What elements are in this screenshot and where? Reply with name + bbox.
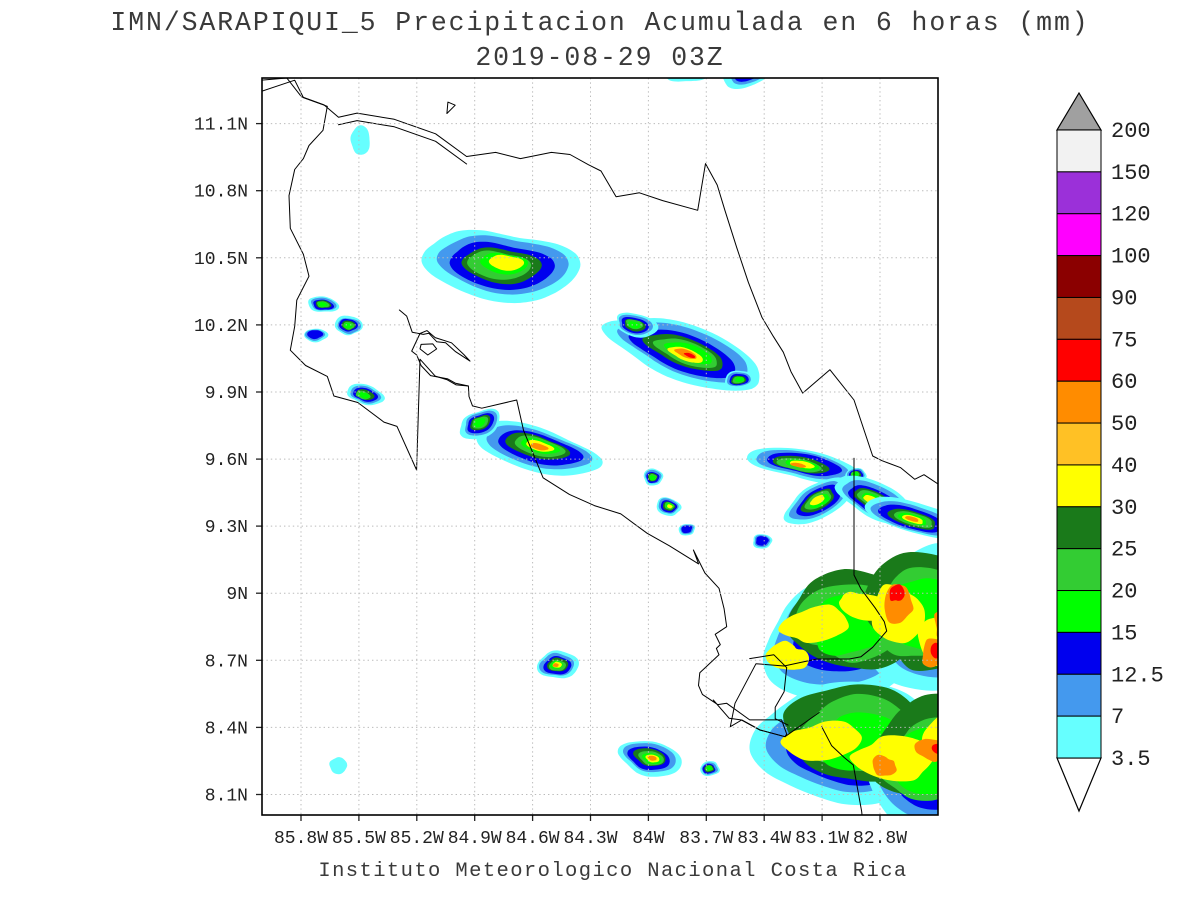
- svg-text:10.2N: 10.2N: [194, 317, 248, 337]
- svg-text:60: 60: [1111, 370, 1137, 395]
- svg-text:10.8N: 10.8N: [194, 183, 248, 203]
- svg-text:50: 50: [1111, 412, 1137, 437]
- svg-text:83.4W: 83.4W: [737, 829, 791, 849]
- svg-text:8.7N: 8.7N: [205, 652, 248, 672]
- svg-text:100: 100: [1111, 245, 1151, 270]
- svg-text:9N: 9N: [226, 585, 248, 605]
- svg-text:3.5: 3.5: [1111, 747, 1151, 772]
- svg-text:75: 75: [1111, 328, 1137, 353]
- svg-text:9.3N: 9.3N: [205, 518, 248, 538]
- svg-text:150: 150: [1111, 161, 1151, 186]
- svg-text:8.1N: 8.1N: [205, 787, 248, 807]
- svg-text:85.8W: 85.8W: [274, 829, 328, 849]
- svg-text:90: 90: [1111, 287, 1137, 312]
- svg-text:11.1N: 11.1N: [194, 116, 248, 136]
- svg-text:85.2W: 85.2W: [390, 829, 444, 849]
- svg-text:20: 20: [1111, 580, 1137, 605]
- svg-text:84W: 84W: [632, 829, 665, 849]
- svg-text:40: 40: [1111, 454, 1137, 479]
- svg-text:84.3W: 84.3W: [563, 829, 617, 849]
- svg-text:83.1W: 83.1W: [795, 829, 849, 849]
- svg-text:30: 30: [1111, 496, 1137, 521]
- svg-text:12.5: 12.5: [1111, 663, 1164, 688]
- svg-text:200: 200: [1111, 119, 1151, 144]
- svg-text:83.7W: 83.7W: [679, 829, 733, 849]
- svg-text:25: 25: [1111, 538, 1137, 563]
- svg-text:15: 15: [1111, 621, 1137, 646]
- svg-text:120: 120: [1111, 203, 1151, 228]
- svg-text:85.5W: 85.5W: [332, 829, 386, 849]
- svg-text:10.5N: 10.5N: [194, 250, 248, 270]
- svg-text:9.9N: 9.9N: [205, 384, 248, 404]
- svg-text:84.9W: 84.9W: [448, 829, 502, 849]
- svg-text:7: 7: [1111, 705, 1124, 730]
- svg-text:8.4N: 8.4N: [205, 719, 248, 739]
- svg-text:82.8W: 82.8W: [853, 829, 907, 849]
- svg-text:84.6W: 84.6W: [506, 829, 560, 849]
- svg-text:9.6N: 9.6N: [205, 451, 248, 471]
